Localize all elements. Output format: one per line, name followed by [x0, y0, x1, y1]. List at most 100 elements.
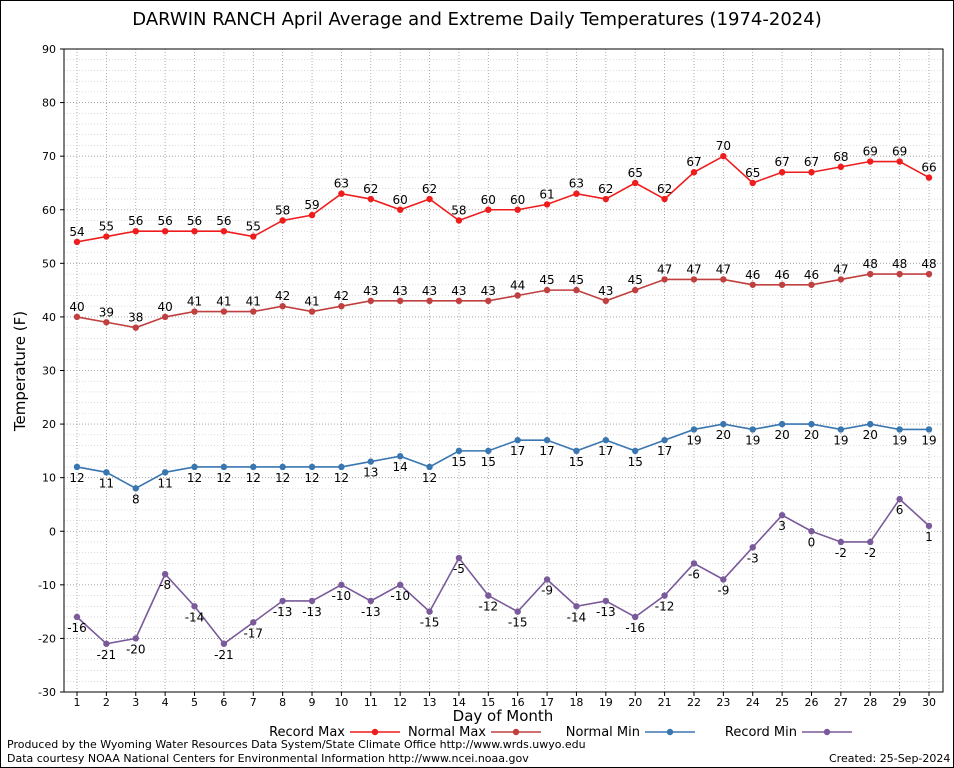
data-point-normal-max	[514, 292, 521, 299]
data-label-normal-min: 14	[393, 460, 408, 474]
data-point-record-max	[749, 179, 756, 187]
data-point-normal-min	[161, 469, 169, 476]
data-point-normal-min	[485, 447, 492, 455]
data-point-record-min	[602, 597, 610, 605]
data-point-record-max	[808, 169, 815, 176]
data-point-normal-min	[250, 463, 257, 471]
data-point-normal-min	[867, 420, 874, 428]
x-tick-label: 29	[893, 696, 907, 709]
data-point-record-min	[396, 581, 404, 589]
x-tick-label: 14	[452, 696, 466, 709]
data-point-record-min	[367, 597, 374, 605]
data-point-normal-min	[308, 463, 316, 471]
data-point-record-max	[132, 227, 139, 235]
data-point-record-min	[338, 581, 345, 589]
data-label-record-max: 65	[745, 166, 760, 180]
data-point-record-max	[632, 179, 639, 187]
data-label-record-min: -12	[479, 600, 499, 614]
series-normal-max: 40 39 38 40 41 41 41 42 41 42 43 43 43 43 43 44 45 45 43 45…	[69, 257, 937, 331]
data-label-normal-min: 8	[132, 492, 140, 506]
data-label-normal-max: 43	[451, 284, 466, 298]
series-line-normal-min	[76, 423, 929, 490]
data-point-record-max	[338, 190, 345, 197]
data-point-normal-max	[220, 308, 228, 315]
data-point-record-max	[661, 195, 668, 203]
x-tick-label: 2	[103, 696, 110, 709]
major-grid	[64, 48, 943, 693]
data-label-record-max: 62	[657, 182, 672, 196]
data-point-record-min	[720, 576, 727, 583]
data-label-record-min: -17	[243, 626, 263, 640]
data-point-normal-min	[896, 426, 903, 433]
data-label-normal-max: 47	[686, 262, 701, 276]
data-point-normal-max	[308, 308, 316, 315]
x-tick-label: 5	[191, 696, 198, 709]
data-label-normal-min: 20	[716, 428, 731, 442]
data-point-normal-min	[690, 426, 698, 433]
data-label-normal-max: 45	[569, 273, 584, 287]
data-point-record-max	[220, 227, 228, 235]
data-point-record-max	[73, 238, 81, 246]
data-label-normal-min: 17	[657, 444, 672, 458]
data-label-record-max: 63	[569, 177, 584, 191]
data-label-record-max: 68	[833, 150, 848, 164]
data-label-normal-max: 44	[510, 278, 525, 292]
y-tick-label: 0	[49, 525, 56, 538]
data-point-record-min	[749, 544, 756, 551]
data-point-normal-min	[103, 469, 110, 476]
data-label-normal-max: 43	[481, 284, 496, 298]
x-tick-label: 9	[309, 696, 316, 709]
data-point-normal-min	[338, 463, 345, 471]
data-point-normal-min	[602, 436, 610, 444]
data-point-normal-min	[132, 485, 139, 492]
data-label-normal-max: 40	[69, 300, 84, 314]
data-label-record-max: 69	[863, 145, 878, 159]
data-label-normal-min: 11	[99, 476, 114, 490]
legend-marker-normal-max	[512, 728, 520, 736]
data-label-normal-max: 41	[246, 295, 261, 309]
series-line-normal-max	[76, 273, 929, 329]
legend-label-normal-min: Normal Min	[566, 725, 640, 740]
data-label-record-min: -21	[97, 648, 117, 662]
data-label-normal-max: 48	[921, 257, 936, 271]
data-point-normal-min	[543, 436, 551, 444]
y-tick-label: -10	[38, 579, 56, 592]
data-point-record-max	[573, 190, 580, 197]
data-point-normal-max	[73, 313, 81, 321]
data-label-record-max: 69	[892, 145, 907, 159]
data-label-record-max: 58	[275, 203, 290, 217]
x-tick-label: 4	[162, 696, 169, 709]
data-label-normal-max: 46	[774, 268, 789, 282]
x-tick-label: 7	[250, 696, 257, 709]
data-label-normal-min: 19	[892, 433, 907, 447]
data-label-record-min: -6	[688, 567, 700, 581]
data-point-record-min	[279, 597, 286, 605]
data-label-normal-min: 12	[69, 471, 84, 485]
credit-line-2: Data courtesy NOAA National Centers for …	[7, 752, 529, 765]
x-tick-label: 28	[863, 696, 877, 709]
legend-label-normal-max: Normal Max	[408, 725, 486, 740]
data-point-record-min	[661, 592, 668, 599]
data-label-record-min: 1	[925, 530, 933, 544]
data-point-record-min	[485, 592, 492, 599]
y-tick-label: 90	[42, 43, 56, 56]
legend-marker-record-max	[371, 728, 379, 736]
data-point-normal-max	[925, 270, 933, 278]
data-point-normal-max	[161, 313, 169, 321]
data-point-normal-max	[191, 308, 198, 315]
series-record-max: 54 55 56 56 56 56 55 58 59 63 62 60 62 58 60 60 61 63 62 65…	[69, 139, 937, 246]
data-label-record-min: -12	[655, 600, 675, 614]
x-tick-label: 26	[804, 696, 818, 709]
x-tick-label: 6	[220, 696, 227, 709]
created-date: Created: 25-Sep-2024	[829, 752, 951, 765]
series-line-record-min	[76, 497, 930, 645]
data-point-normal-min	[808, 420, 815, 428]
data-label-record-max: 66	[921, 161, 936, 175]
data-label-normal-min: 17	[539, 444, 554, 458]
data-point-record-min	[455, 554, 463, 562]
data-label-normal-max: 47	[833, 262, 848, 276]
data-point-normal-max	[485, 297, 492, 305]
legend-marker-normal-min	[666, 728, 674, 736]
data-point-record-min	[896, 495, 903, 503]
